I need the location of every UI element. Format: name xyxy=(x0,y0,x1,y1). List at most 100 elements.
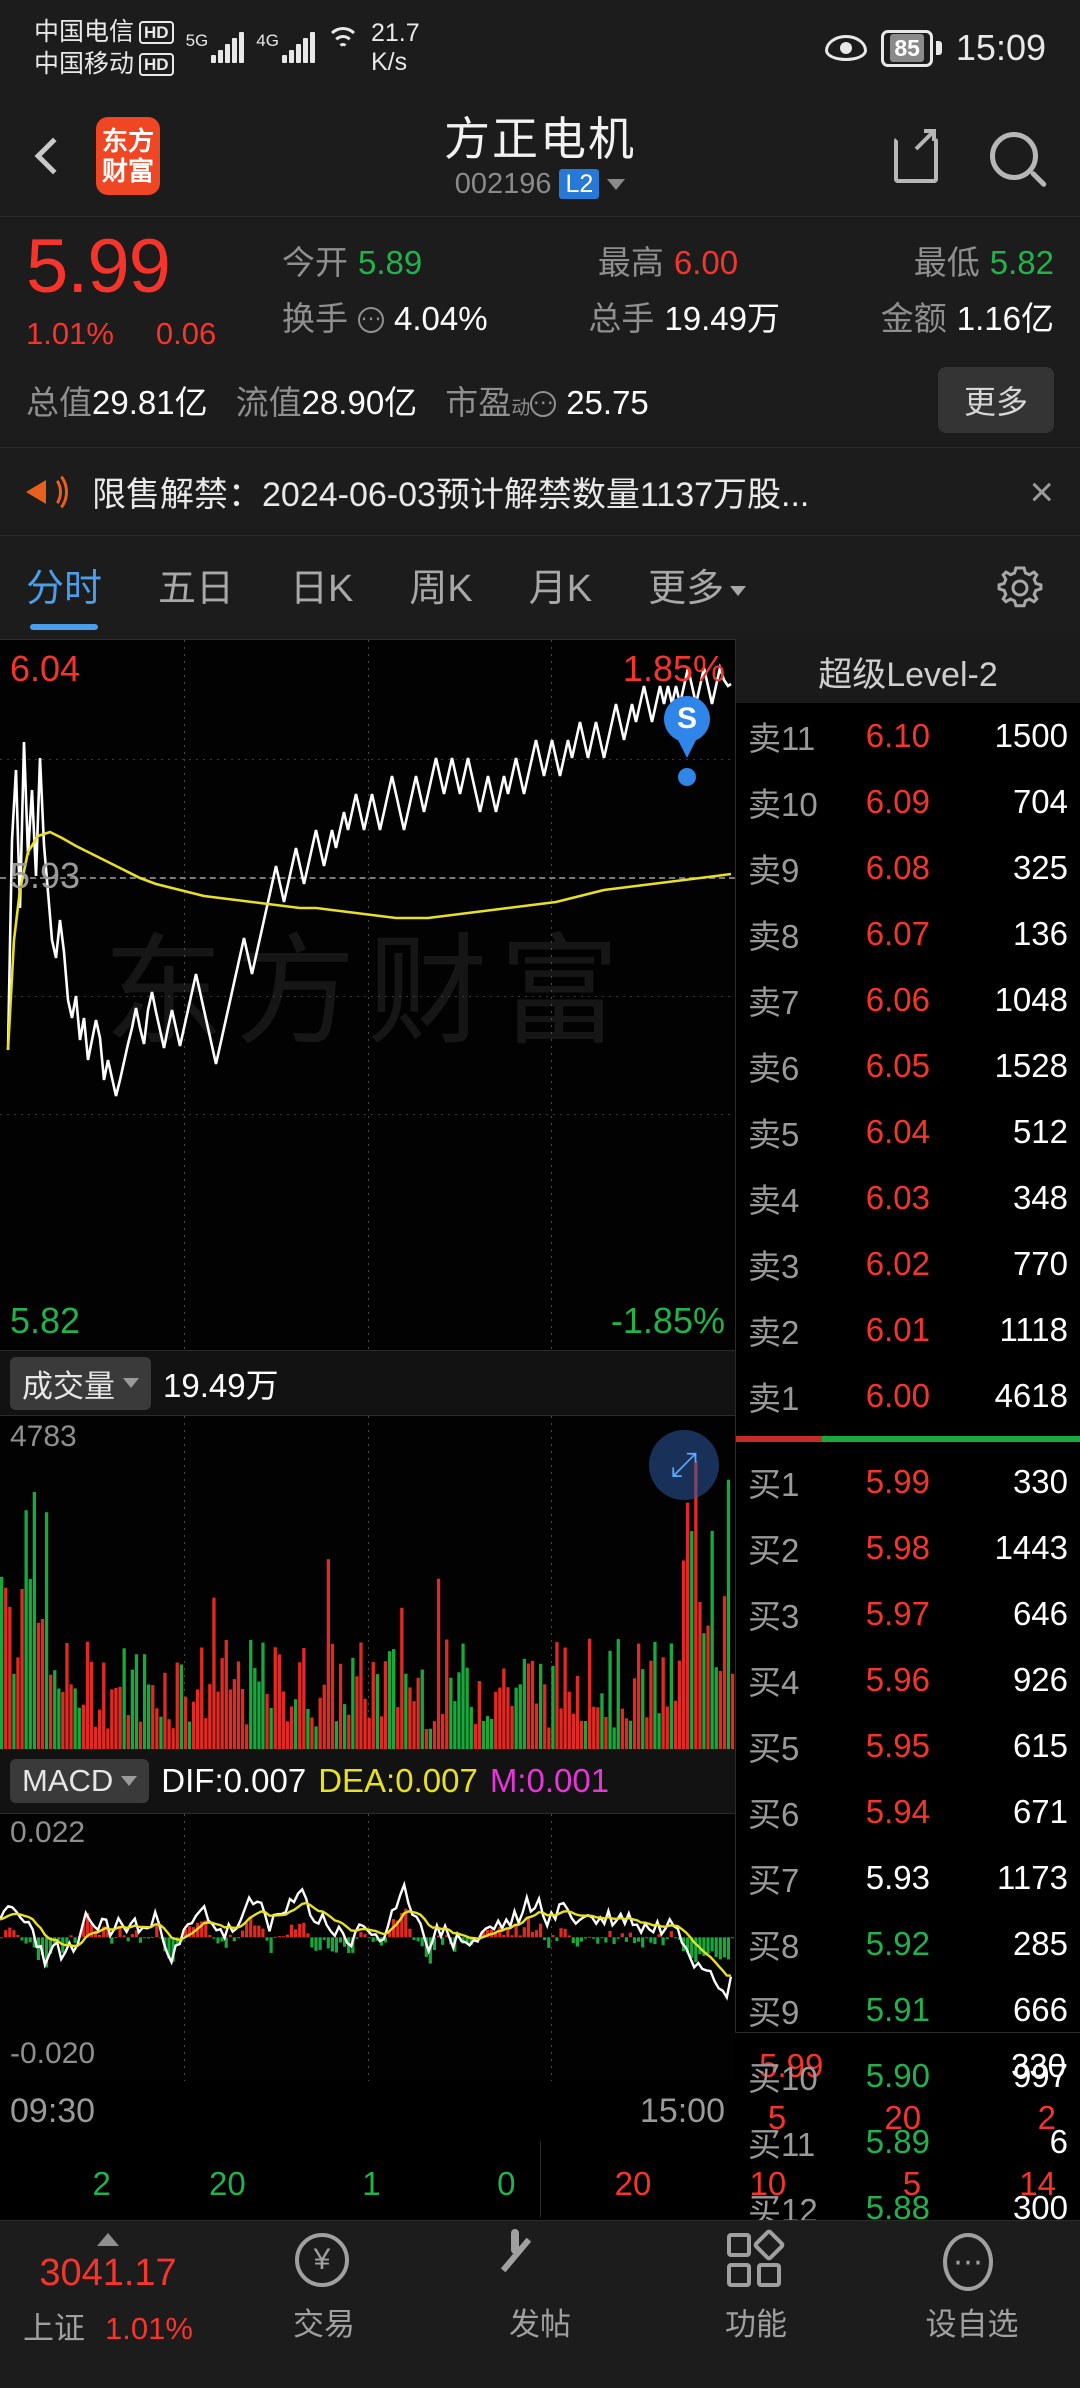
nav-function[interactable]: 功能 xyxy=(648,2228,864,2344)
tab-wuri[interactable]: 五日 xyxy=(158,557,234,618)
main-content: 东方财富 S 6.04 1.85% 5.93 xyxy=(0,639,1080,2388)
ask-row[interactable]: 卖4 6.03 348 xyxy=(736,1165,1080,1231)
bid-row[interactable]: 买2 5.98 1443 xyxy=(736,1515,1080,1581)
more-button[interactable]: 更多 xyxy=(937,367,1054,433)
low-cell: 最低 5.82 xyxy=(914,239,1054,287)
tab-weekly-k[interactable]: 周K xyxy=(409,557,472,618)
ask-row[interactable]: 卖1 6.00 4618 xyxy=(736,1363,1080,1429)
info-dots-icon[interactable] xyxy=(358,307,384,333)
nav-post-label: 发帖 xyxy=(509,2307,571,2342)
bid-level: 买1 xyxy=(748,1466,800,1503)
high-label: 最高 xyxy=(597,244,664,281)
ask-row[interactable]: 卖2 6.01 1118 xyxy=(736,1297,1080,1363)
share-icon[interactable] xyxy=(894,129,938,183)
price-chart[interactable]: 东方财富 S 6.04 1.85% 5.93 xyxy=(0,639,735,1351)
ratio-bar-red xyxy=(736,1436,822,1442)
quote-stats-row-3: 总值 29.81亿 流值 28.90亿 市盈 动 25.75 更多 xyxy=(26,367,1054,433)
bid-row[interactable]: 买1 5.99 330 xyxy=(736,1449,1080,1515)
ask-level: 卖2 xyxy=(748,1314,800,1351)
average-line xyxy=(6,830,732,1051)
ask-qty: 348 xyxy=(1012,1179,1068,1216)
bid-level: 买4 xyxy=(748,1664,800,1701)
chart-high-pct-label: 1.85% xyxy=(622,648,725,689)
ask-row[interactable]: 卖6 6.05 1528 xyxy=(736,1033,1080,1099)
eastmoney-logo[interactable]: 东方 财富 xyxy=(96,117,160,195)
nav-post[interactable]: 发帖 xyxy=(432,2229,648,2344)
volume-label: 总手 xyxy=(588,300,655,337)
signal-bars-2 xyxy=(281,32,315,63)
ask-row[interactable]: 卖11 6.10 1500 xyxy=(736,703,1080,769)
megaphone-icon xyxy=(26,469,70,514)
bid-row[interactable]: 买8 5.92 285 xyxy=(736,1911,1080,1977)
status-bar-right: 85 15:09 xyxy=(825,27,1046,69)
bid-price: 5.95 xyxy=(865,1727,930,1764)
pe-info-dots-icon[interactable] xyxy=(530,391,557,417)
bid-row[interactable]: 买3 5.97 646 xyxy=(736,1581,1080,1647)
ask-row[interactable]: 卖8 6.07 136 xyxy=(736,901,1080,967)
macd-min-label: -0.020 xyxy=(10,2037,96,2070)
ask-row[interactable]: 卖5 6.04 512 xyxy=(736,1099,1080,1165)
time-axis-start: 09:30 xyxy=(10,2091,96,2130)
macd-indicator-selector[interactable]: MACD xyxy=(10,1759,150,1803)
chart-low-price-label: 5.82 xyxy=(10,1300,81,1341)
stock-marker-pin[interactable]: S xyxy=(664,696,710,758)
bid-row[interactable]: 买9 5.91 666 xyxy=(736,1977,1080,2043)
bid-row[interactable]: 买12 5.88 300 xyxy=(736,2175,1080,2241)
bid-price: 5.89 xyxy=(865,2123,930,2160)
ask-num2-2: 20 xyxy=(209,2165,246,2202)
chevron-down-icon[interactable] xyxy=(607,178,626,190)
ask-row[interactable]: 卖10 6.09 704 xyxy=(736,769,1080,835)
close-icon[interactable]: × xyxy=(1029,467,1054,515)
bid-row[interactable]: 买7 5.93 1173 xyxy=(736,1845,1080,1911)
market-cap-label: 总值 xyxy=(26,384,92,421)
search-icon[interactable] xyxy=(990,132,1038,180)
quote-stats-row-1: 今开 5.89 最高 6.00 最低 5.82 xyxy=(282,239,1054,287)
ask-qty: 325 xyxy=(1012,849,1068,886)
ask-level: 卖6 xyxy=(748,1050,800,1087)
signal-5g-icon: 5G xyxy=(186,32,245,63)
ask-num2-1: 2 xyxy=(92,2165,111,2202)
tab-monthly-k[interactable]: 月K xyxy=(529,557,592,618)
ask-level: 卖3 xyxy=(748,1248,800,1285)
chart-high-price-label: 6.04 xyxy=(10,648,81,689)
bid-price: 5.97 xyxy=(865,1595,930,1632)
tab-fenshi[interactable]: 分时 xyxy=(26,557,102,630)
nav-trade[interactable]: ¥ 交易 xyxy=(216,2233,432,2344)
gear-icon[interactable] xyxy=(994,562,1046,614)
bid-row[interactable]: 买6 5.94 671 xyxy=(736,1779,1080,1845)
tab-more[interactable]: 更多 xyxy=(648,557,747,618)
ask-price: 6.05 xyxy=(865,1047,930,1084)
bid-qty: 300 xyxy=(1012,2189,1068,2226)
float-cap-label: 流值 xyxy=(235,384,302,421)
ask-qty: 1528 xyxy=(994,1047,1068,1084)
bid-row[interactable]: 买10 5.90 997 xyxy=(736,2043,1080,2109)
ask-row[interactable]: 卖3 6.02 770 xyxy=(736,1231,1080,1297)
bid-row[interactable]: 买4 5.96 926 xyxy=(736,1647,1080,1713)
back-chevron-icon[interactable] xyxy=(34,137,72,175)
bid-row[interactable]: 买5 5.95 615 xyxy=(736,1713,1080,1779)
tab-daily-k[interactable]: 日K xyxy=(290,557,353,618)
ask-row[interactable]: 卖7 6.06 1048 xyxy=(736,967,1080,1033)
volume-indicator-selector[interactable]: 成交量 xyxy=(10,1356,151,1410)
market-cap-cell: 总值 29.81亿 xyxy=(26,376,208,424)
ask-price: 6.08 xyxy=(865,849,930,886)
macd-chart[interactable]: 0.022 -0.020 xyxy=(0,1813,735,2081)
battery-body: 85 xyxy=(881,29,933,67)
bid-row[interactable]: 买11 5.89 6 xyxy=(736,2109,1080,2175)
announcement-bar[interactable]: 限售解禁：2024-06-03预计解禁数量1137万股... × xyxy=(0,447,1080,535)
volume-chart[interactable]: 4783 ⤢ xyxy=(0,1415,735,1749)
chevron-down-icon xyxy=(121,1776,138,1786)
bid-level: 买5 xyxy=(748,1730,800,1767)
tab-daily-k-label: 日K xyxy=(290,568,354,610)
announcement-text: 限售解禁：2024-06-03预计解禁数量1137万股... xyxy=(92,476,810,514)
bid-num2-3: 5 xyxy=(902,2165,922,2202)
signal-bars-1 xyxy=(211,32,245,63)
tab-monthly-k-label: 月K xyxy=(528,568,593,610)
macd-indicator-header: MACD DIF:0.007 DEA:0.007 M:0.001 xyxy=(0,1749,735,1813)
nav-watchlist[interactable]: ⋯ 设自选 xyxy=(864,2233,1080,2344)
ask-row[interactable]: 卖9 6.08 325 xyxy=(736,835,1080,901)
expand-chart-icon[interactable]: ⤢ xyxy=(649,1430,719,1500)
index-summary[interactable]: 3041.17 上证 1.01% xyxy=(0,2233,216,2348)
index-sub: 上证 1.01% xyxy=(23,2303,193,2348)
header-actions xyxy=(894,129,1052,183)
